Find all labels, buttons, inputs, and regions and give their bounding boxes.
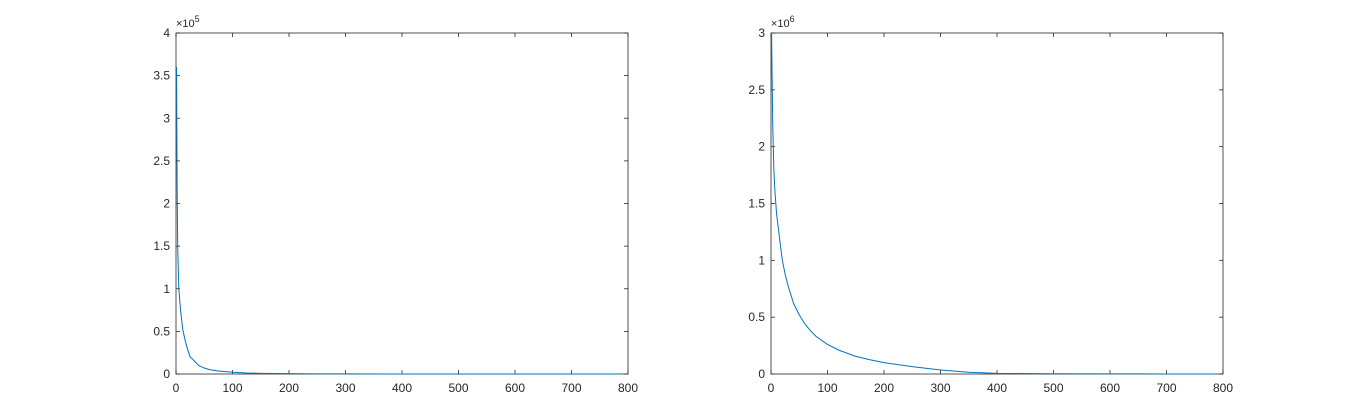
x-tick-label-0-2: 200: [279, 381, 299, 395]
x-tick-label-0-5: 500: [448, 381, 468, 395]
x-tick-label-1-6: 600: [1100, 381, 1120, 395]
left-chart: 0 100 200 300 400 500 600 700 800 0 0.5 1 1.5 2 2.5 3 3.…: [153, 14, 638, 395]
x-tick-label-0-8: 800: [618, 381, 638, 395]
y-tick-label-0-7: 3.5: [153, 69, 170, 83]
x-tick-label-1-5: 500: [1043, 381, 1063, 395]
y-tick-label-0-3: 1.5: [153, 239, 170, 253]
x-tick-label-1-8: 800: [1213, 381, 1233, 395]
y-tick-label-0-1: 0.5: [153, 324, 170, 338]
x-tick-label-1-3: 300: [930, 381, 950, 395]
x-tick-label-0-4: 400: [392, 381, 412, 395]
y-tick-label-1-0: 0: [758, 367, 765, 381]
x-tick-label-1-2: 200: [874, 381, 894, 395]
x-tick-label-0-1: 100: [222, 381, 242, 395]
series-line-1-0: [771, 32, 1215, 375]
x-tick-label-0-0: 0: [173, 381, 180, 395]
y-exponent-power-0: 5: [195, 14, 200, 24]
x-tick-label-1-1: 100: [817, 381, 837, 395]
y-tick-label-0-6: 3: [163, 111, 170, 125]
x-tick-label-0-6: 600: [505, 381, 525, 395]
x-tick-label-1-7: 700: [1156, 381, 1176, 395]
y-tick-label-0-0: 0: [163, 367, 170, 381]
y-tick-label-0-4: 2: [163, 197, 170, 211]
y-exponent-label-1: ×106: [771, 14, 795, 30]
series-line-0-0: [176, 67, 620, 375]
y-tick-label-0-8: 4: [163, 26, 170, 40]
y-tick-label-1-6: 3: [758, 26, 765, 40]
y-exponent-base-1: ×10: [771, 18, 790, 30]
x-tick-label-1-0: 0: [768, 381, 775, 395]
plot-area-1: [770, 32, 1224, 375]
y-tick-label-0-5: 2.5: [153, 154, 170, 168]
x-tick-label-0-3: 300: [335, 381, 355, 395]
y-tick-label-1-2: 1: [758, 253, 765, 267]
x-tick-label-0-7: 700: [561, 381, 581, 395]
y-exponent-power-1: 6: [790, 14, 795, 24]
plot-area-0: [175, 32, 629, 375]
right-chart: 0 100 200 300 400 500 600 700 800 0 0.5 1 1.5 2 2.5 3 ×1…: [748, 14, 1233, 395]
y-tick-label-1-3: 1.5: [748, 197, 765, 211]
x-tick-label-1-4: 400: [987, 381, 1007, 395]
y-tick-label-1-5: 2.5: [748, 83, 765, 97]
y-exponent-base-0: ×10: [176, 18, 195, 30]
y-tick-label-1-4: 2: [758, 140, 765, 154]
y-exponent-label-0: ×105: [176, 14, 200, 30]
y-tick-label-0-2: 1: [163, 282, 170, 296]
y-tick-label-1-1: 0.5: [748, 310, 765, 324]
